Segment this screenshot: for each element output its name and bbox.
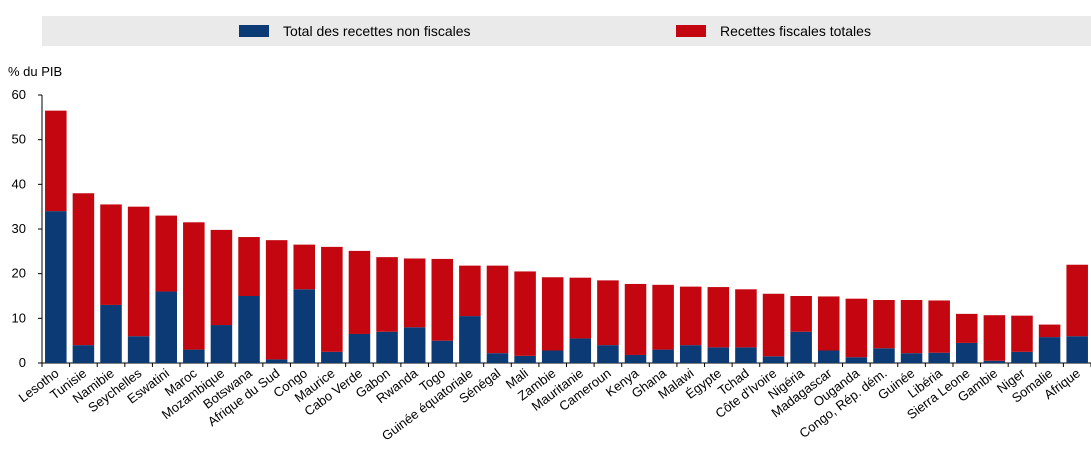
bar-non-tax	[541, 350, 564, 363]
bar-non-tax	[762, 356, 785, 363]
bar-non-tax	[376, 331, 398, 363]
bar-tax	[1011, 315, 1033, 352]
bar-tax	[155, 215, 177, 292]
bar-non-tax	[238, 296, 260, 363]
bar-tax	[707, 287, 730, 348]
bar-non-tax	[514, 355, 536, 363]
legend-swatch-non-tax	[239, 25, 269, 37]
bar-tax	[293, 244, 316, 290]
bar-tax	[45, 110, 67, 212]
legend-item-tax: Recettes fiscales totales	[676, 16, 871, 46]
y-axis-label: % du PIB	[8, 64, 62, 79]
bar-tax	[514, 271, 536, 356]
bar-non-tax	[321, 351, 343, 363]
y-tick-label: 10	[12, 310, 26, 325]
bar-tax	[376, 257, 398, 332]
bar-non-tax	[873, 348, 895, 363]
bar-non-tax	[265, 359, 288, 363]
bar-tax	[1038, 324, 1061, 338]
y-tick-label: 60	[12, 87, 26, 102]
bar-tax	[983, 315, 1006, 361]
y-tick-label: 0	[19, 355, 26, 370]
bar-non-tax	[983, 360, 1006, 363]
bar-tax	[790, 296, 812, 332]
bar-tax	[72, 193, 95, 346]
bar-tax	[900, 300, 923, 354]
bar-tax	[348, 250, 371, 334]
bar-non-tax	[100, 304, 122, 363]
bar-non-tax	[293, 289, 316, 363]
bar-non-tax	[707, 347, 730, 363]
bar-non-tax	[928, 352, 950, 363]
bar-non-tax	[735, 347, 757, 363]
bar-non-tax	[1011, 351, 1033, 363]
bar-non-tax	[127, 336, 150, 363]
bar-non-tax	[790, 331, 812, 363]
bar-tax	[459, 265, 481, 317]
bar-tax	[928, 300, 950, 353]
bar-tax	[735, 289, 757, 348]
bar-tax	[1066, 264, 1088, 337]
bar-tax	[679, 286, 702, 346]
bar-non-tax	[348, 333, 371, 363]
bar-tax	[486, 265, 509, 354]
y-tick-label: 40	[12, 176, 26, 191]
legend-swatch-tax	[676, 25, 706, 37]
legend-label-non-tax: Total des recettes non fiscales	[283, 23, 471, 39]
bar-non-tax	[403, 327, 426, 363]
bar-tax	[403, 258, 426, 328]
bar-non-tax	[1038, 337, 1061, 363]
bar-tax	[597, 280, 619, 346]
bar-tax	[569, 277, 592, 339]
x-tick-labels: LesothoTunisieNamibieSeychellesEswatiniM…	[16, 365, 1083, 444]
bar-tax	[845, 298, 868, 358]
bar-non-tax	[72, 345, 95, 363]
bar-tax	[210, 229, 233, 326]
bar-tax	[100, 204, 122, 305]
bar-tax	[956, 313, 978, 343]
y-tick-label: 30	[12, 221, 26, 236]
bar-non-tax	[679, 345, 702, 363]
bar-tax	[762, 293, 785, 357]
y-tick-label: 50	[12, 132, 26, 147]
bar-non-tax	[817, 350, 840, 363]
legend: Total des recettes non fiscales Recettes…	[42, 16, 1091, 46]
bar-tax	[652, 284, 674, 350]
bar-non-tax	[45, 211, 67, 363]
bar-non-tax	[569, 338, 592, 363]
bar-tax	[127, 206, 150, 337]
bars	[45, 110, 1088, 363]
bar-tax	[873, 300, 895, 349]
bar-non-tax	[845, 357, 868, 363]
bar-non-tax	[597, 345, 619, 363]
bar-non-tax	[183, 349, 205, 363]
bar-tax	[431, 258, 454, 341]
bar-non-tax	[900, 353, 923, 363]
bar-non-tax	[652, 349, 674, 363]
legend-label-tax: Recettes fiscales totales	[720, 23, 871, 39]
bar-non-tax	[1066, 336, 1088, 363]
bar-non-tax	[155, 291, 177, 363]
bar-non-tax	[486, 353, 509, 363]
bar-non-tax	[459, 316, 481, 363]
bar-tax	[265, 240, 288, 360]
y-tick-label: 20	[12, 266, 26, 281]
bar-tax	[183, 222, 205, 350]
bar-non-tax	[210, 325, 233, 363]
bar-tax	[321, 246, 343, 352]
legend-item-non-tax: Total des recettes non fiscales	[239, 16, 471, 46]
bar-tax	[624, 283, 647, 355]
bar-non-tax	[956, 342, 978, 363]
bar-tax	[541, 277, 564, 351]
bar-non-tax	[431, 340, 454, 363]
bar-tax	[817, 296, 840, 351]
bar-tax	[238, 237, 260, 296]
bar-non-tax	[624, 354, 647, 363]
